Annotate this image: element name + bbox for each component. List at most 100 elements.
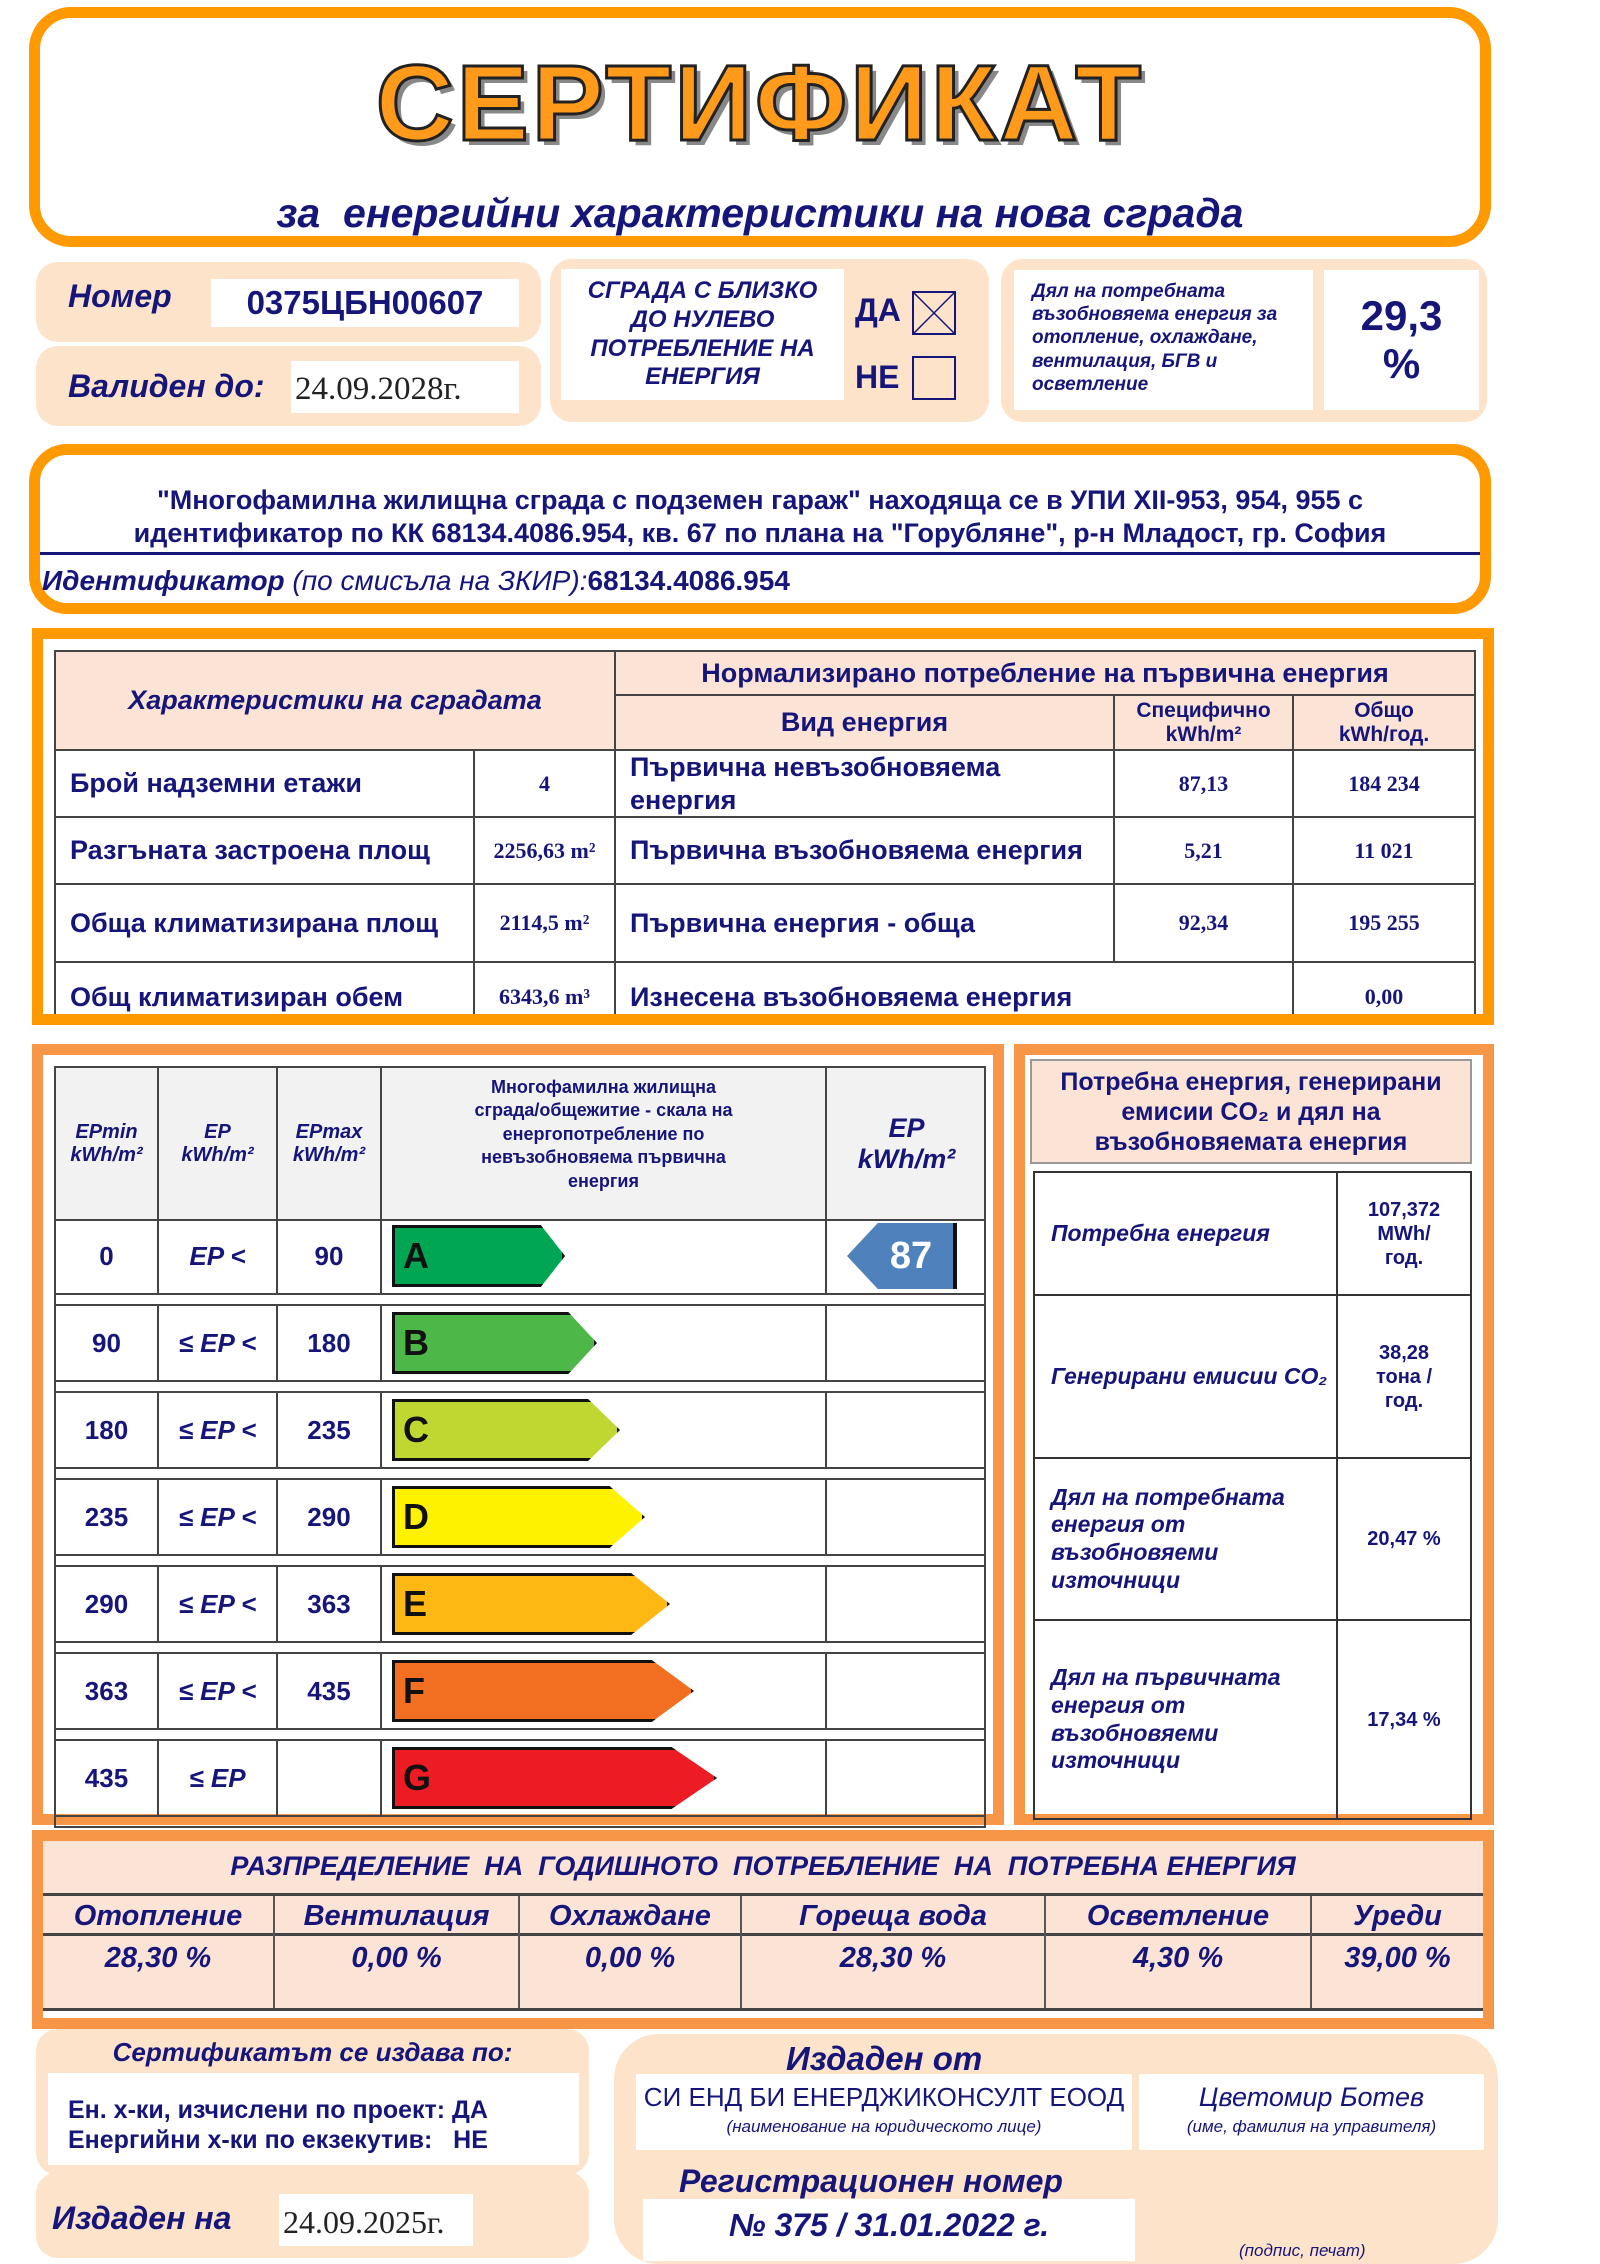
distribution-value: 0,00 % — [351, 1942, 442, 1974]
identifier-label: Идентификатор — [42, 565, 285, 596]
reg-number: № 375 / 31.01.2022 г. — [643, 2199, 1135, 2261]
renewable-share-unit: % — [1382, 340, 1421, 387]
epmax-label: EPmax — [295, 1120, 363, 1143]
row-divider — [56, 1380, 984, 1382]
distribution-label: Отопление — [43, 1896, 273, 1936]
scale-header: EPmin kWh/m² EP kWh/m² EPmax kWh/m² Многофа… — [54, 1066, 986, 1221]
energy-class-arrow-g: G — [392, 1747, 717, 1809]
scale-min: 180 — [56, 1393, 159, 1467]
scale-operator: ≤ EP < — [159, 1567, 278, 1641]
company-name: СИ ЕНД БИ ЕНЕРДЖИКОНСУЛТ ЕООД — [643, 2082, 1125, 2112]
row-divider — [56, 1467, 984, 1469]
scale-row-g: 435 ≤ EP G — [54, 1741, 986, 1828]
specific-header-unit: kWh/m² — [1165, 722, 1242, 746]
distribution-label: Гореща вода — [742, 1896, 1044, 1936]
table-row: Разгъната застроена площ 2256,63 m² Първ… — [54, 816, 1476, 885]
row-divider — [56, 1815, 984, 1817]
row-total: 11 021 — [1292, 816, 1476, 885]
result-cell — [827, 1567, 986, 1641]
unit-label: kWh/m² — [70, 1143, 143, 1166]
renewable-share-value: 29,3 — [1360, 292, 1443, 339]
issue-date-label: Издаден на — [52, 2200, 232, 2236]
row-specific: 92,34 — [1113, 883, 1294, 963]
result-header: EP kWh/m² — [827, 1068, 986, 1219]
scale-min: 235 — [56, 1480, 159, 1554]
energy-class-arrow-e: E — [392, 1573, 670, 1635]
manager-note: (име, фамилия на управителя) — [1186, 2117, 1437, 2136]
energy-class-arrow-d: D — [392, 1486, 645, 1548]
row-label: Разгъната застроена площ — [54, 816, 475, 885]
table-row: Брой надземни етажи 4 Първична невъзобно… — [54, 749, 1476, 818]
result-cell — [827, 1393, 986, 1467]
scale-description: Многофамилна жилищна сграда/общежитие - … — [382, 1068, 827, 1219]
scale-max: 290 — [278, 1480, 382, 1554]
distribution-column: Отопление 28,30 % — [43, 1896, 275, 2008]
energy-class-arrow-b: B — [392, 1312, 597, 1374]
nzeb-box: СГРАДА С БЛИЗКО ДО НУЛЕВО ПОТРЕБЛЕНИЕ НА… — [550, 259, 989, 422]
result-indicator: 87 — [847, 1223, 957, 1289]
epmax-header: EPmax kWh/m² — [278, 1068, 382, 1219]
total-header-unit: kWh/год. — [1338, 722, 1430, 746]
row-label: Общ климатизиран обем — [54, 961, 475, 1014]
unit-label: kWh/m² — [292, 1143, 366, 1166]
nzeb-no-checkbox[interactable] — [912, 356, 956, 400]
distribution-value: 28,30 % — [104, 1942, 212, 1974]
row-value: 6343,6 m³ — [473, 961, 616, 1014]
bar-cell: E — [382, 1567, 827, 1641]
summary-row: Потребна енергия 107,372 MWh/ год. — [1035, 1173, 1470, 1294]
summary-value: 20,47 % — [1367, 1528, 1441, 1550]
signature-note: (подпис, печат) — [1239, 2241, 1366, 2260]
scale-row-e: 290 ≤ EP <363 E — [54, 1567, 986, 1654]
identifier-note: (по смисъла на ЗКИР): — [284, 565, 588, 596]
nzeb-yes-checkbox[interactable] — [912, 291, 956, 335]
renewable-share-label: Дял на потребната възобновяема енергия з… — [1014, 270, 1313, 410]
ep-header: EP kWh/m² — [159, 1068, 278, 1219]
nzeb-no-label: НЕ — [855, 359, 900, 395]
energy-class-arrow-a: A — [392, 1225, 565, 1287]
distribution-column: Вентилация 0,00 % — [275, 1896, 520, 2008]
row-divider — [56, 1554, 984, 1556]
summary-label: Дял на потребната енергия от възобновяем… — [1035, 1459, 1338, 1619]
issued-by-box: Издаден от СИ ЕНД БИ ЕНЕРДЖИКОНСУЛТ ЕООД… — [614, 2034, 1498, 2264]
building-address-box: "Многофамилна жилищна сграда с подземен … — [29, 444, 1491, 614]
row-value: 2256,63 m² — [473, 816, 616, 885]
summary-row: Генерирани емисии CO₂ 38,28 тона /год. — [1035, 1294, 1470, 1457]
number-box: Номер 0375ЦБН00607 — [36, 262, 541, 342]
result-label: EP — [888, 1112, 925, 1143]
number-label: Номер — [68, 278, 172, 314]
scale-operator: EP < — [159, 1219, 278, 1293]
summary-row: Дял на първичната енергия от възобновяем… — [1035, 1619, 1470, 1818]
valid-box: Валиден до: 24.09.2028г. — [36, 346, 541, 426]
reg-number-label: Регистрационен номер — [679, 2163, 1063, 2199]
row-value: 4 — [473, 749, 616, 818]
distribution-column: Охлаждане 0,00 % — [520, 1896, 742, 2008]
scale-min: 363 — [56, 1654, 159, 1728]
distribution-value: 39,00 % — [1344, 1942, 1451, 1974]
distribution-value: 4,30 % — [1132, 1942, 1224, 1974]
row-label: Обща климатизирана площ — [54, 883, 475, 963]
scale-operator: ≤ EP — [159, 1741, 278, 1815]
bar-cell: C — [382, 1393, 827, 1467]
distribution-value: 0,00 % — [584, 1942, 676, 1974]
issued-by-label: Издаден от — [786, 2040, 983, 2077]
summary-value: 38,28 тона /год. — [1375, 1341, 1433, 1412]
row-total: 0,00 — [1292, 961, 1476, 1014]
basis-title: Сертификатът се издава по: — [112, 2037, 513, 2067]
scale-max: 235 — [278, 1393, 382, 1467]
bar-cell: F — [382, 1654, 827, 1728]
table-row: Общ климатизиран обем 6343,6 m³ Изнесена… — [54, 961, 1476, 1014]
scale-min: 435 — [56, 1741, 159, 1815]
result-cell — [827, 1741, 986, 1815]
certificate-subtitle: за енергийни характеристики на нова сгра… — [276, 190, 1244, 236]
distribution-label: Уреди — [1312, 1896, 1483, 1936]
row-value: 2114,5 m² — [473, 883, 616, 963]
scale-operator: ≤ EP < — [159, 1306, 278, 1380]
address-line-1: "Многофамилна жилищна сграда с подземен … — [156, 485, 1364, 515]
scale-row-b: 90 ≤ EP <180 B — [54, 1306, 986, 1393]
row-specific: 5,21 — [1113, 816, 1294, 885]
distribution-label: Охлаждане — [520, 1896, 740, 1936]
row-divider — [56, 1728, 984, 1730]
certificate-title: СЕРТИФИКАТ — [374, 41, 1145, 165]
row-energy-type: Първична енергия - обща — [614, 883, 1115, 963]
scale-max: 363 — [278, 1567, 382, 1641]
